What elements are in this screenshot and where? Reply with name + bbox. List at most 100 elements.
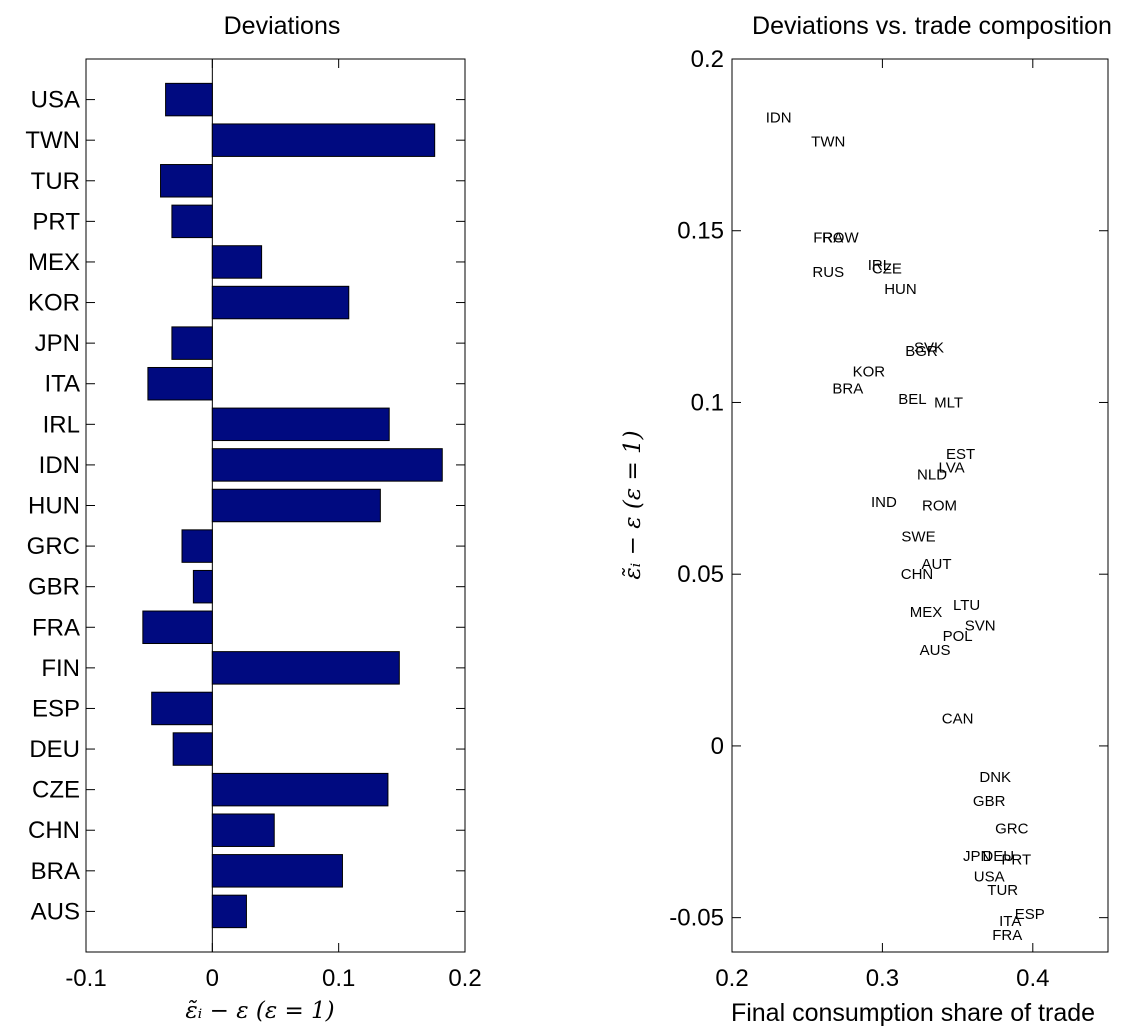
bar-category-label: JPN: [35, 330, 80, 357]
scatter-point-usa: USA: [974, 868, 1005, 885]
scatter-point-irl: IRL: [868, 257, 891, 274]
scatter-point-pol: POL: [943, 628, 973, 645]
scatter-point-cze: CZE: [872, 261, 902, 278]
scatter-point-aus: AUS: [920, 642, 951, 659]
bar-deu: [172, 732, 213, 766]
bar-prt: [171, 204, 213, 239]
bar-category-label: GBR: [28, 574, 80, 601]
scatter-point-idn: IDN: [766, 109, 792, 126]
scatter-point-swe: SWE: [901, 528, 935, 545]
scatter-point-ita: ITA: [999, 913, 1021, 930]
scatter-point-mlt: MLT: [934, 394, 963, 411]
scatter-point-rom: ROM: [922, 498, 957, 515]
bar-tur: [160, 164, 213, 198]
scatter-point-prt: PRT: [1001, 851, 1031, 868]
bar-chart-xlabel: ε̃ᵢ − ε (ε = 1): [185, 998, 334, 1024]
bar-usa: [165, 82, 213, 117]
scatter-point-hun: HUN: [884, 281, 917, 298]
scatter-point-row: ROW: [822, 230, 860, 247]
bar-ita: [147, 366, 213, 401]
scatter-point-est: EST: [946, 446, 975, 463]
bar-category-label: USA: [31, 87, 80, 114]
scatter-point-bel: BEL: [898, 391, 926, 408]
scatter-point-fra: FRA: [992, 927, 1022, 944]
bar-category-label: ITA: [44, 371, 80, 398]
bar-category-label: IRL: [43, 411, 80, 438]
scatter-xtick-label: 0.3: [866, 965, 899, 992]
bar-category-label: FIN: [41, 655, 80, 682]
bar-chart-panel: Deviations USA TWN TUR PRT MEX KOR JPN ITA IRL ID…: [25, 12, 481, 1024]
scatter-chart-xlabel: Final consumption share of trade: [731, 999, 1095, 1027]
scatter-ytick-label: 0.15: [677, 218, 724, 245]
bar-fra: [142, 610, 213, 645]
bar-jpn: [171, 326, 213, 360]
bar-category-label: IDN: [39, 452, 80, 479]
bar-xtick-label: 0.1: [322, 965, 355, 992]
scatter-point-kor: KOR: [853, 364, 886, 381]
scatter-point-fra: FRA: [813, 230, 843, 247]
scatter-xtick-label: 0.2: [715, 965, 748, 992]
bar-category-label: TUR: [31, 168, 80, 195]
scatter-layer: 0.2 0.3 0.4-0.0500.050.10.150.2IDNTWNFRARO…: [669, 46, 1108, 992]
scatter-point-rus: RUS: [812, 264, 844, 281]
scatter-chart-ylabel: ε̃ᵢ − ε (ε = 1): [620, 430, 646, 579]
bar-category-label: KOR: [28, 290, 80, 317]
scatter-chart-title: Deviations vs. trade composition: [752, 12, 1112, 40]
scatter-point-chn: CHN: [901, 566, 934, 583]
bar-chn: [211, 813, 275, 847]
bar-gbr: [192, 569, 213, 604]
scatter-point-ltu: LTU: [953, 597, 980, 614]
bar-aus: [211, 894, 247, 929]
bar-category-label: CHN: [28, 817, 80, 844]
scatter-point-bra: BRA: [832, 381, 863, 398]
scatter-ytick-label: 0: [711, 733, 724, 760]
scatter-point-grc: GRC: [995, 820, 1029, 837]
bar-kor: [211, 285, 350, 320]
bar-category-label: BRA: [31, 858, 80, 885]
bar-esp: [151, 691, 213, 726]
bar-fin: [211, 651, 400, 685]
scatter-ytick-label: 0.2: [691, 46, 724, 73]
scatter-point-bgr: BGR: [905, 343, 938, 360]
scatter-point-twn: TWN: [811, 133, 845, 150]
bar-bra: [211, 854, 343, 888]
scatter-point-jpn: JPN: [963, 848, 991, 865]
bar-cze: [211, 772, 389, 807]
scatter-chart-panel: Deviations vs. trade composition 0.2 0.3 0…: [620, 12, 1112, 1027]
scatter-xtick-label: 0.4: [1016, 965, 1049, 992]
bar-xtick-label: 0.2: [448, 965, 481, 992]
bar-category-label: GRC: [27, 533, 80, 560]
scatter-point-dnk: DNK: [979, 769, 1011, 786]
scatter-ytick-label: 0.05: [677, 561, 724, 588]
bar-chart-title: Deviations: [224, 12, 341, 40]
scatter-point-tur: TUR: [987, 882, 1018, 899]
bar-xtick-label: -0.1: [65, 965, 106, 992]
bar-category-label: ESP: [32, 695, 80, 722]
scatter-point-lva: LVA: [939, 460, 965, 477]
scatter-point-ind: IND: [871, 494, 897, 511]
scatter-point-nld: NLD: [917, 467, 947, 484]
bar-axes-box: [85, 58, 466, 953]
bar-xtick-label: 0: [206, 965, 219, 992]
bar-hun: [211, 488, 381, 523]
bar-category-label: TWN: [25, 127, 80, 154]
bar-irl: [211, 407, 390, 442]
scatter-point-aut: AUT: [922, 556, 952, 573]
bar-category-label: AUS: [31, 898, 80, 925]
scatter-point-can: CAN: [942, 710, 974, 727]
scatter-point-esp: ESP: [1015, 906, 1045, 923]
bar-category-label: CZE: [32, 777, 80, 804]
bar-mex: [211, 245, 263, 279]
scatter-point-deu: DEU: [982, 848, 1014, 865]
scatter-point-svn: SVN: [965, 618, 996, 635]
bar-grc: [181, 529, 213, 563]
bar-category-label: PRT: [32, 208, 80, 235]
scatter-ytick-label: -0.05: [669, 905, 724, 932]
bar-category-label: HUN: [28, 493, 80, 520]
bar-idn: [211, 448, 443, 482]
bar-layer: USA TWN TUR PRT MEX KOR JPN ITA IRL IDN HUN GRC GBR F…: [25, 59, 482, 992]
bar-category-label: MEX: [28, 249, 80, 276]
scatter-point-mex: MEX: [910, 604, 943, 621]
scatter-point-svk: SVK: [914, 340, 944, 357]
